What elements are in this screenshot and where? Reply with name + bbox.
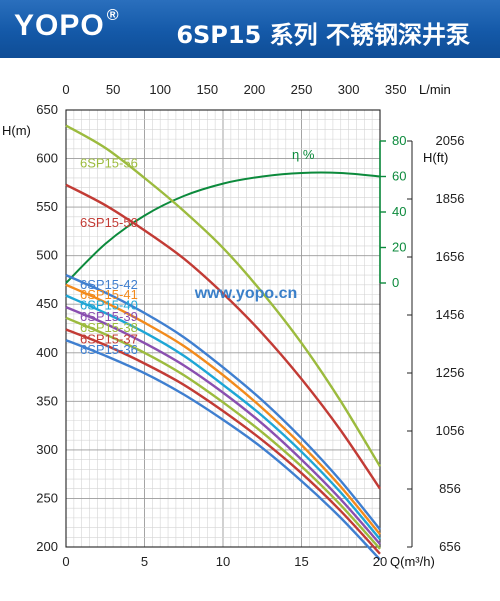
series-label: 6SP15-36 <box>80 342 138 357</box>
series-line-6sp15-38 <box>65 316 381 550</box>
y-left-tick-label: 500 <box>36 248 58 263</box>
y-right-tick-label: 1656 <box>436 249 465 264</box>
series-label: 6SP15-40 <box>80 297 138 312</box>
series-label: 6SP15-39 <box>80 309 138 324</box>
eta-tick-label: 0 <box>392 275 399 290</box>
x-top-tick-label: 200 <box>244 82 266 97</box>
series-label: 6SP15-38 <box>80 320 138 335</box>
x-top-tick-label: 250 <box>291 82 313 97</box>
eta-tick-label: 40 <box>392 204 406 219</box>
series-line-6sp15-36 <box>65 339 381 561</box>
series-label: 6SP15-56 <box>80 156 138 171</box>
y-left-axis-label: H(m) <box>2 123 31 138</box>
series-label: 6SP15-37 <box>80 331 138 346</box>
series-label: 6SP15-41 <box>80 287 138 302</box>
x-top-tick-label: 100 <box>149 82 171 97</box>
eta-axis-label: η % <box>292 147 315 162</box>
series-line-6sp15-40 <box>65 294 381 540</box>
brand-name: YOPO <box>14 9 105 42</box>
header-banner: YOPO ® 6SP15 系列 不锈钢深井泵 <box>0 0 500 58</box>
y-left-tick-label: 400 <box>36 345 58 360</box>
watermark: www.yopo.cn <box>194 285 298 302</box>
series-line-6sp15-42 <box>65 274 381 531</box>
y-right-tick-label: 1856 <box>436 191 465 206</box>
x-bottom-tick-label: 15 <box>294 554 308 569</box>
series-line-6sp15-39 <box>65 305 381 545</box>
eta-tick-label: 80 <box>392 133 406 148</box>
x-bottom-tick-label: 10 <box>216 554 230 569</box>
series-line-6sp15-50 <box>65 183 381 490</box>
series-label: 6SP15-42 <box>80 277 138 292</box>
y-right-tick-label: 1056 <box>436 423 465 438</box>
x-top-tick-label: 150 <box>196 82 218 97</box>
y-left-tick-label: 300 <box>36 442 58 457</box>
eta-tick-label: 60 <box>392 169 406 184</box>
y-left-tick-label: 250 <box>36 490 58 505</box>
y-left-tick-label: 600 <box>36 151 58 166</box>
chart-curves <box>65 124 382 561</box>
x-bottom-tick-label: 0 <box>62 554 69 569</box>
x-bottom-axis-label: Q(m³/h) <box>390 554 435 569</box>
y-left-tick-label: 650 <box>36 102 58 117</box>
y-right-tick-label: 1256 <box>436 365 465 380</box>
series-label: 6SP15-50 <box>80 215 138 230</box>
y-left-tick-label: 550 <box>36 199 58 214</box>
registered-mark: ® <box>106 7 120 24</box>
x-top-tick-label: 300 <box>338 82 360 97</box>
y-right-tick-label: 2056 <box>436 133 465 148</box>
plot-frame <box>65 109 381 548</box>
x-top-tick-label: 350 <box>385 82 407 97</box>
series-line-6sp15-41 <box>65 283 381 536</box>
x-bottom-tick-label: 20 <box>373 554 387 569</box>
y-right-tick-label: 656 <box>439 539 461 554</box>
series-line-6sp15-56 <box>65 124 382 468</box>
x-bottom-tick-label: 5 <box>141 554 148 569</box>
y-right-tick-label: 856 <box>439 481 461 496</box>
eta-tick-label: 20 <box>392 240 406 255</box>
y-left-tick-label: 200 <box>36 539 58 554</box>
y-left-tick-label: 350 <box>36 393 58 408</box>
series-line-6sp15-37 <box>65 328 381 555</box>
efficiency-curve <box>65 171 381 284</box>
product-title: 6SP15 系列 不锈钢深井泵 <box>176 21 470 49</box>
x-top-tick-label: 50 <box>106 82 120 97</box>
x-top-tick-label: 0 <box>62 82 69 97</box>
x-top-axis-label: L/min <box>419 82 451 97</box>
y-left-tick-label: 450 <box>36 296 58 311</box>
y-right-axis-label: H(ft) <box>423 150 448 165</box>
y-right-tick-label: 1456 <box>436 307 465 322</box>
brand-logo: YOPO ® <box>14 7 120 43</box>
